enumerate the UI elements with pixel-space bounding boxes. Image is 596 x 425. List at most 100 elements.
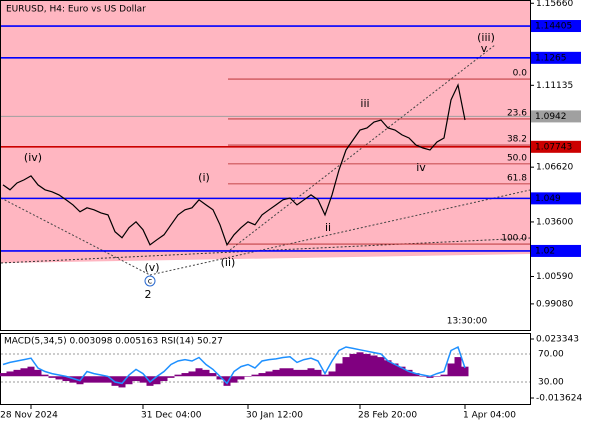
indicator-title: MACD(5,34,5) 0.003098 0.005163 RSI(14) 5… xyxy=(4,337,223,347)
macd-bar xyxy=(160,376,168,382)
wave-label: 2 xyxy=(145,288,152,301)
macd-bar xyxy=(181,373,189,377)
macd-bar xyxy=(314,369,322,377)
indicator-panel-border xyxy=(0,333,531,405)
price-level-box xyxy=(531,20,581,33)
rsi-line xyxy=(2,345,466,385)
fibo-label: 100.0 xyxy=(501,234,527,244)
macd-bar xyxy=(237,376,245,380)
y-tick-label: 1.15660 xyxy=(536,0,573,9)
price-level-box xyxy=(531,51,581,64)
macd-bar xyxy=(27,366,35,377)
y-tick-label: -0.013624 xyxy=(536,394,582,404)
macd-bar xyxy=(174,374,182,377)
macd-bar xyxy=(188,371,196,377)
macd-bar xyxy=(34,369,42,377)
macd-bar xyxy=(118,376,126,388)
chart-title: EURUSD, H4: Euro vs US Dollar xyxy=(6,5,146,15)
fibo-label: 38.2 xyxy=(507,135,527,145)
macd-bar xyxy=(230,376,238,383)
macd-bar xyxy=(209,373,217,377)
y-tick-label: 0.99080 xyxy=(536,299,573,309)
macd-bar xyxy=(202,369,210,377)
macd-bar xyxy=(335,363,343,377)
macd-bar xyxy=(377,357,385,377)
wave-label: v xyxy=(481,42,488,55)
price-level-label: 1.14405 xyxy=(535,22,572,32)
macd-bar xyxy=(286,368,294,377)
macd-bar xyxy=(461,366,469,377)
x-tick-label: 31 Dec 04:00 xyxy=(141,411,202,421)
macd-bar xyxy=(139,376,147,383)
macd-bar xyxy=(97,376,105,383)
macd-bar xyxy=(363,353,371,377)
price-level-label: 1.02 xyxy=(535,246,555,256)
macd-bar xyxy=(153,376,161,385)
fibo-label: 50.0 xyxy=(507,153,527,163)
macd-bar xyxy=(447,363,455,377)
price-panel-border xyxy=(0,0,531,331)
macd-bar xyxy=(195,368,203,377)
price-level-box xyxy=(531,110,581,123)
x-tick-label: 28 Feb 20:00 xyxy=(358,411,417,421)
macd-bar xyxy=(20,368,28,377)
y-tick-label: 0.023343 xyxy=(536,335,579,345)
macd-bar xyxy=(300,369,308,377)
macd-bar xyxy=(356,352,364,377)
macd-bar xyxy=(0,373,7,377)
wave-marker xyxy=(144,275,156,287)
fibo-label: 61.8 xyxy=(507,173,527,183)
macd-bar xyxy=(62,376,70,382)
x-tick-label: 28 Nov 2024 xyxy=(0,411,58,421)
wave-label: (i) xyxy=(198,171,210,184)
price-level-label: 1.0942 xyxy=(535,112,567,122)
y-tick-label: 1.03600 xyxy=(536,217,573,227)
macd-bar xyxy=(398,366,406,377)
y2-tick-label: 30.00 xyxy=(538,377,564,387)
macd-bar xyxy=(125,376,133,385)
y-tick-label: 1.00590 xyxy=(536,272,573,282)
macd-bar xyxy=(412,373,420,377)
trend-line xyxy=(149,189,531,276)
macd-bar xyxy=(293,369,301,377)
macd-bar xyxy=(349,353,357,377)
wave-label: iii xyxy=(360,97,369,110)
macd-bar xyxy=(104,376,112,383)
price-level-label: 1.049 xyxy=(535,194,561,204)
shaded-zone xyxy=(1,1,530,263)
macd-bar xyxy=(328,371,336,377)
macd-bar xyxy=(55,376,63,380)
macd-bar xyxy=(454,357,462,377)
macd-bar xyxy=(48,376,56,378)
macd-bar xyxy=(69,376,77,383)
price-level-label: 1.1265 xyxy=(535,53,567,63)
price-level-box xyxy=(531,192,581,205)
fibo-label: 23.6 xyxy=(507,108,527,118)
wave-label: (iii) xyxy=(477,31,495,44)
macd-bar xyxy=(216,376,224,380)
macd-bar xyxy=(419,376,427,377)
macd-bar xyxy=(251,374,259,377)
macd-bar xyxy=(279,368,287,377)
macd-bar xyxy=(258,373,266,377)
macd-bar xyxy=(321,374,329,377)
macd-bar xyxy=(244,376,252,377)
macd-bar xyxy=(384,360,392,377)
wave-label: c xyxy=(148,277,152,286)
macd-bar xyxy=(265,371,273,377)
macd-bar xyxy=(13,369,21,377)
x-tick-label: 1 Apr 04:00 xyxy=(463,411,516,421)
macd-bar xyxy=(391,363,399,377)
macd-bar xyxy=(342,357,350,377)
wave-label: (v) xyxy=(144,261,159,274)
fibo-label: 0.0 xyxy=(513,69,528,79)
macd-bar xyxy=(223,376,231,386)
macd-bar xyxy=(167,376,175,378)
y2-tick-label: 70.00 xyxy=(538,349,564,359)
macd-bar xyxy=(307,368,315,377)
macd-bar xyxy=(41,374,49,377)
timer: 13:30:00 xyxy=(447,317,488,327)
macd-bar xyxy=(6,371,14,377)
price-level-box xyxy=(531,244,581,257)
